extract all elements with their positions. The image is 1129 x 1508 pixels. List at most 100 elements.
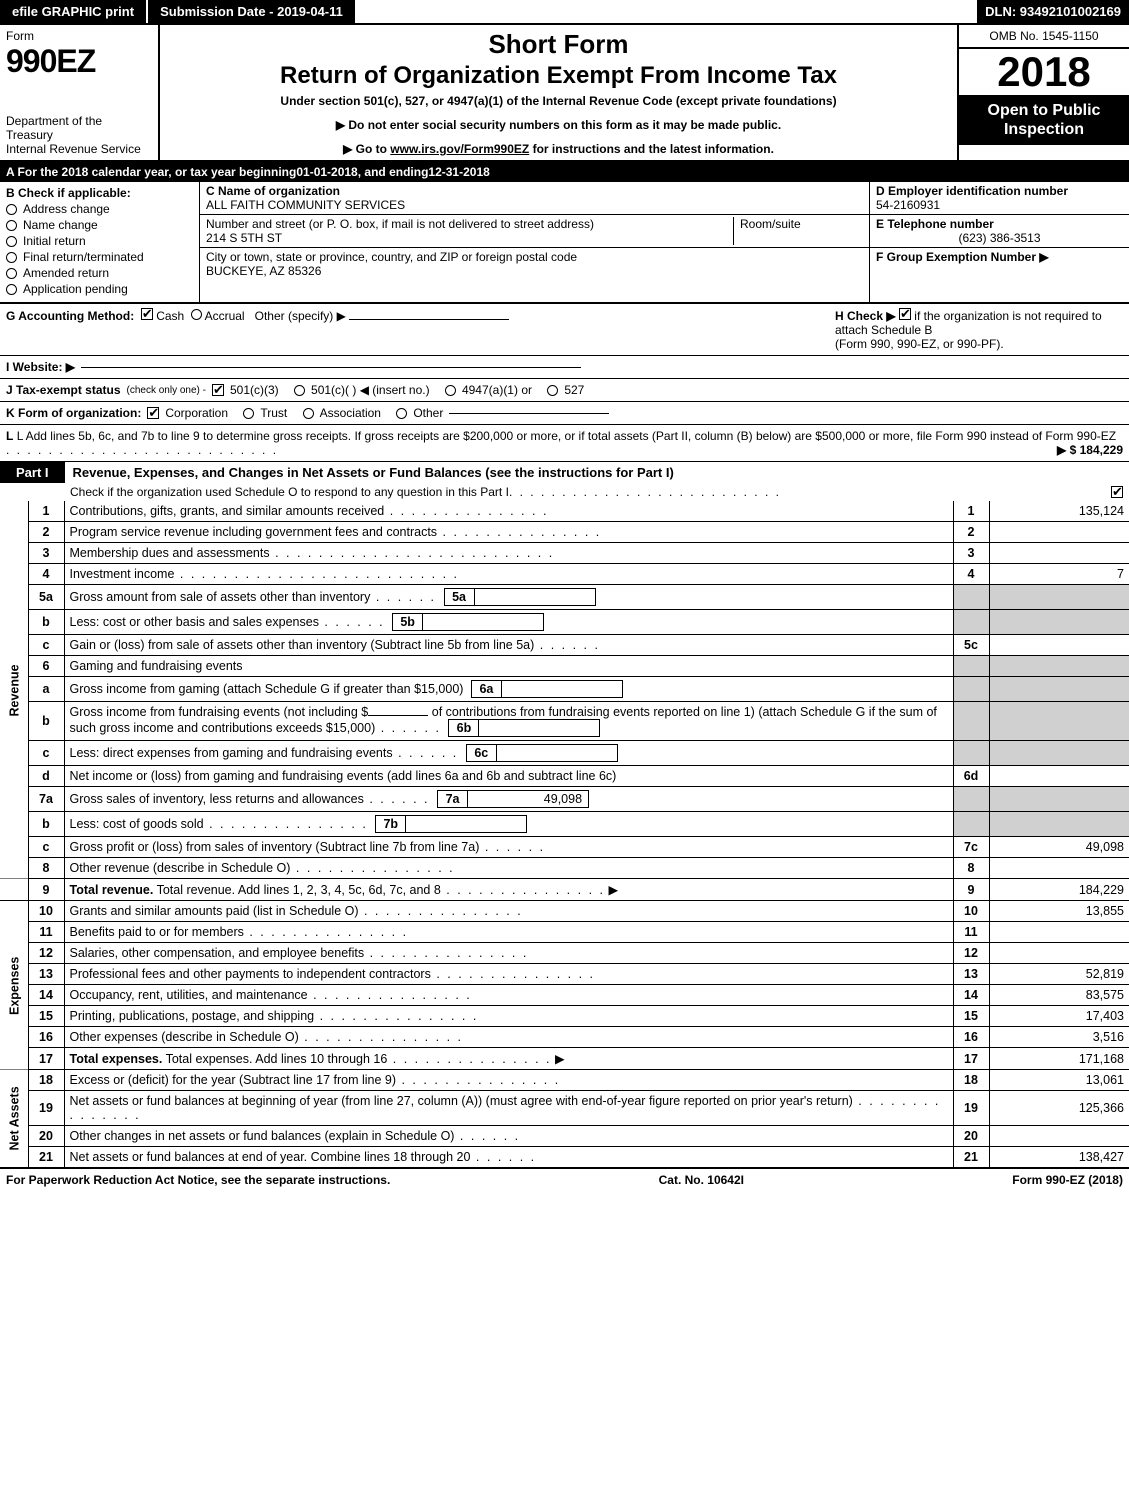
- ln: 21: [28, 1147, 64, 1168]
- inner-label: 5a: [445, 589, 475, 605]
- chk-label: Application pending: [23, 282, 128, 296]
- amount: [989, 766, 1129, 787]
- amount: [989, 741, 1129, 766]
- f-label: F Group Exemption Number ▶: [876, 250, 1123, 264]
- refnum: [953, 677, 989, 702]
- radio-icon: [6, 236, 17, 247]
- checkbox-corporation[interactable]: [147, 407, 159, 419]
- part-1-table: Revenue 1 Contributions, gifts, grants, …: [0, 501, 1129, 1167]
- j-label: J Tax-exempt status: [6, 383, 121, 397]
- checkbox-h[interactable]: [899, 308, 911, 320]
- line-l: L L Add lines 5b, 6c, and 7b to line 9 t…: [0, 425, 1129, 462]
- footer-right: Form 990-EZ (2018): [1012, 1173, 1123, 1187]
- ln: 15: [28, 1006, 64, 1027]
- refnum: 3: [953, 543, 989, 564]
- inner-value: [479, 720, 599, 736]
- radio-527[interactable]: [547, 385, 558, 396]
- radio-other[interactable]: [396, 408, 407, 419]
- radio-501c[interactable]: [294, 385, 305, 396]
- checkbox-cash[interactable]: [141, 308, 153, 320]
- row-5b: b Less: cost or other basis and sales ex…: [0, 610, 1129, 635]
- g-accrual: Accrual: [205, 309, 245, 323]
- j-sub: (check only one) -: [127, 385, 206, 396]
- ln: c: [28, 741, 64, 766]
- desc: Net income or (loss) from gaming and fun…: [64, 766, 953, 787]
- amount: [989, 943, 1129, 964]
- refnum: 4: [953, 564, 989, 585]
- note-goto-pre: ▶ Go to: [343, 142, 390, 156]
- header-left: Form 990EZ Department of the Treasury In…: [0, 25, 160, 160]
- page-footer: For Paperwork Reduction Act Notice, see …: [0, 1167, 1129, 1191]
- desc: Total expenses. Total expenses. Add line…: [64, 1048, 953, 1070]
- header-right: OMB No. 1545-1150 2018 Open to Public In…: [959, 25, 1129, 160]
- refnum: [953, 585, 989, 610]
- form-number: 990EZ: [6, 43, 152, 80]
- room-suite: Room/suite: [733, 217, 863, 245]
- title-return: Return of Organization Exempt From Incom…: [168, 62, 949, 90]
- k-trust: Trust: [260, 406, 287, 420]
- amount: [989, 858, 1129, 879]
- website-input[interactable]: [81, 367, 581, 368]
- radio-trust[interactable]: [243, 408, 254, 419]
- chk-label: Address change: [23, 202, 110, 216]
- row-12: 12 Salaries, other compensation, and emp…: [0, 943, 1129, 964]
- org-name: ALL FAITH COMMUNITY SERVICES: [206, 198, 863, 212]
- row-7c: c Gross profit or (loss) from sales of i…: [0, 837, 1129, 858]
- irs-link[interactable]: www.irs.gov/Form990EZ: [390, 142, 529, 156]
- row-2: 2 Program service revenue including gove…: [0, 522, 1129, 543]
- desc: Gross income from gaming (attach Schedul…: [64, 677, 953, 702]
- ein-value: 54-2160931: [876, 198, 1123, 212]
- box-b-header: B Check if applicable:: [6, 186, 193, 200]
- k-other-input[interactable]: [449, 413, 609, 414]
- box-b: B Check if applicable: Address change Na…: [0, 182, 200, 302]
- chk-application-pending[interactable]: Application pending: [6, 282, 193, 296]
- radio-4947[interactable]: [445, 385, 456, 396]
- row-6c: c Less: direct expenses from gaming and …: [0, 741, 1129, 766]
- chk-amended-return[interactable]: Amended return: [6, 266, 193, 280]
- department-label: Department of the Treasury Internal Reve…: [6, 114, 152, 156]
- chk-name-change[interactable]: Name change: [6, 218, 193, 232]
- j-b: 501(c)( ) ◀ (insert no.): [311, 383, 430, 397]
- row-11: 11 Benefits paid to or for members 11: [0, 922, 1129, 943]
- ln: a: [28, 677, 64, 702]
- amount: 138,427: [989, 1147, 1129, 1168]
- chk-final-return[interactable]: Final return/terminated: [6, 250, 193, 264]
- checkbox-501c3[interactable]: [212, 384, 224, 396]
- chk-address-change[interactable]: Address change: [6, 202, 193, 216]
- radio-accrual[interactable]: [191, 309, 202, 320]
- refnum: 6d: [953, 766, 989, 787]
- k-other: Other: [413, 406, 443, 420]
- g-label: G Accounting Method:: [6, 309, 134, 323]
- line-i: I Website: ▶: [0, 356, 1129, 379]
- part-1-title: Revenue, Expenses, and Changes in Net As…: [65, 462, 1129, 483]
- refnum: 10: [953, 901, 989, 922]
- refnum: [953, 656, 989, 677]
- amount: 83,575: [989, 985, 1129, 1006]
- efile-print-button[interactable]: efile GRAPHIC print: [0, 0, 148, 23]
- row-13: 13 Professional fees and other payments …: [0, 964, 1129, 985]
- row-5a: 5a Gross amount from sale of assets othe…: [0, 585, 1129, 610]
- desc: Occupancy, rent, utilities, and maintena…: [64, 985, 953, 1006]
- amount: 52,819: [989, 964, 1129, 985]
- checkbox-schedule-o[interactable]: [1111, 486, 1123, 498]
- ln: 9: [28, 879, 64, 901]
- refnum: 1: [953, 501, 989, 522]
- g-other-input[interactable]: [349, 319, 509, 320]
- note-goto: ▶ Go to www.irs.gov/Form990EZ for instru…: [168, 142, 949, 156]
- title-short-form: Short Form: [168, 29, 949, 60]
- ln: b: [28, 610, 64, 635]
- row-10: Expenses 10 Grants and similar amounts p…: [0, 901, 1129, 922]
- line-a-period: A For the 2018 calendar year, or tax yea…: [0, 162, 1129, 182]
- ln: 18: [28, 1070, 64, 1091]
- chk-initial-return[interactable]: Initial return: [6, 234, 193, 248]
- contrib-input[interactable]: [368, 715, 428, 716]
- radio-association[interactable]: [303, 408, 314, 419]
- k-assoc: Association: [320, 406, 381, 420]
- amount: [989, 610, 1129, 635]
- refnum: 8: [953, 858, 989, 879]
- ln: 19: [28, 1091, 64, 1126]
- j-d: 527: [564, 383, 584, 397]
- refnum: [953, 741, 989, 766]
- period-begin: 01-01-2018: [296, 165, 357, 179]
- row-16: 16 Other expenses (describe in Schedule …: [0, 1027, 1129, 1048]
